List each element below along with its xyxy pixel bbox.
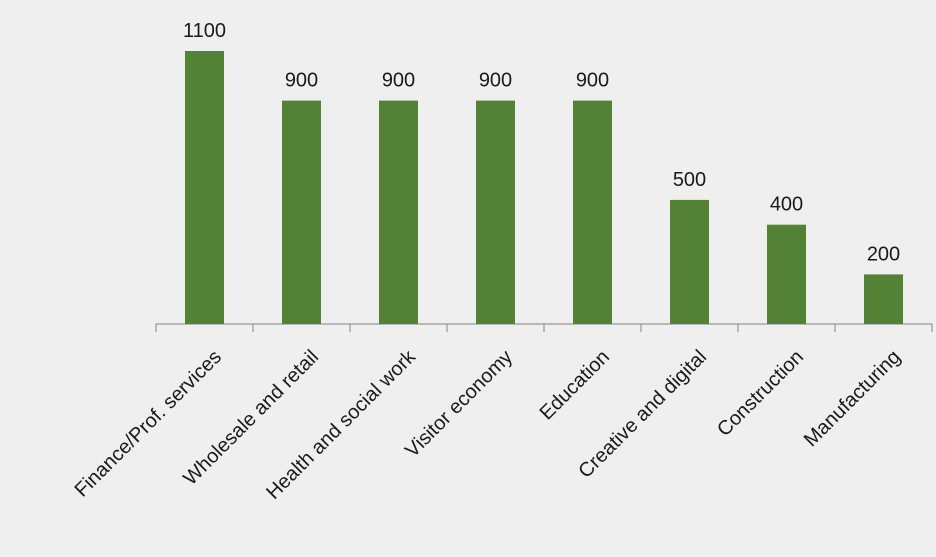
data-label: 900 <box>382 70 415 92</box>
category-label: Education <box>536 346 614 424</box>
bar <box>282 100 321 324</box>
category-label: Visitor economy <box>401 346 517 462</box>
category-label: Construction <box>713 346 808 441</box>
data-label: 1100 <box>183 20 226 42</box>
bar <box>185 51 224 324</box>
bars-group <box>185 51 903 324</box>
data-label: 900 <box>479 70 512 92</box>
bar <box>573 100 612 324</box>
bar <box>476 100 515 324</box>
data-label: 900 <box>285 70 318 92</box>
data-label: 500 <box>673 169 706 191</box>
bar <box>864 274 903 324</box>
category-label: Manufacturing <box>800 346 905 451</box>
data-label: 400 <box>770 194 803 216</box>
value-labels-group: 1100 900 900 900 900 500 400 200 <box>183 20 900 265</box>
x-axis-ticks <box>155 324 933 332</box>
data-label: 900 <box>576 70 609 92</box>
bar <box>379 100 418 324</box>
data-label: 200 <box>867 243 900 265</box>
bar <box>670 199 709 324</box>
bar <box>767 224 806 324</box>
